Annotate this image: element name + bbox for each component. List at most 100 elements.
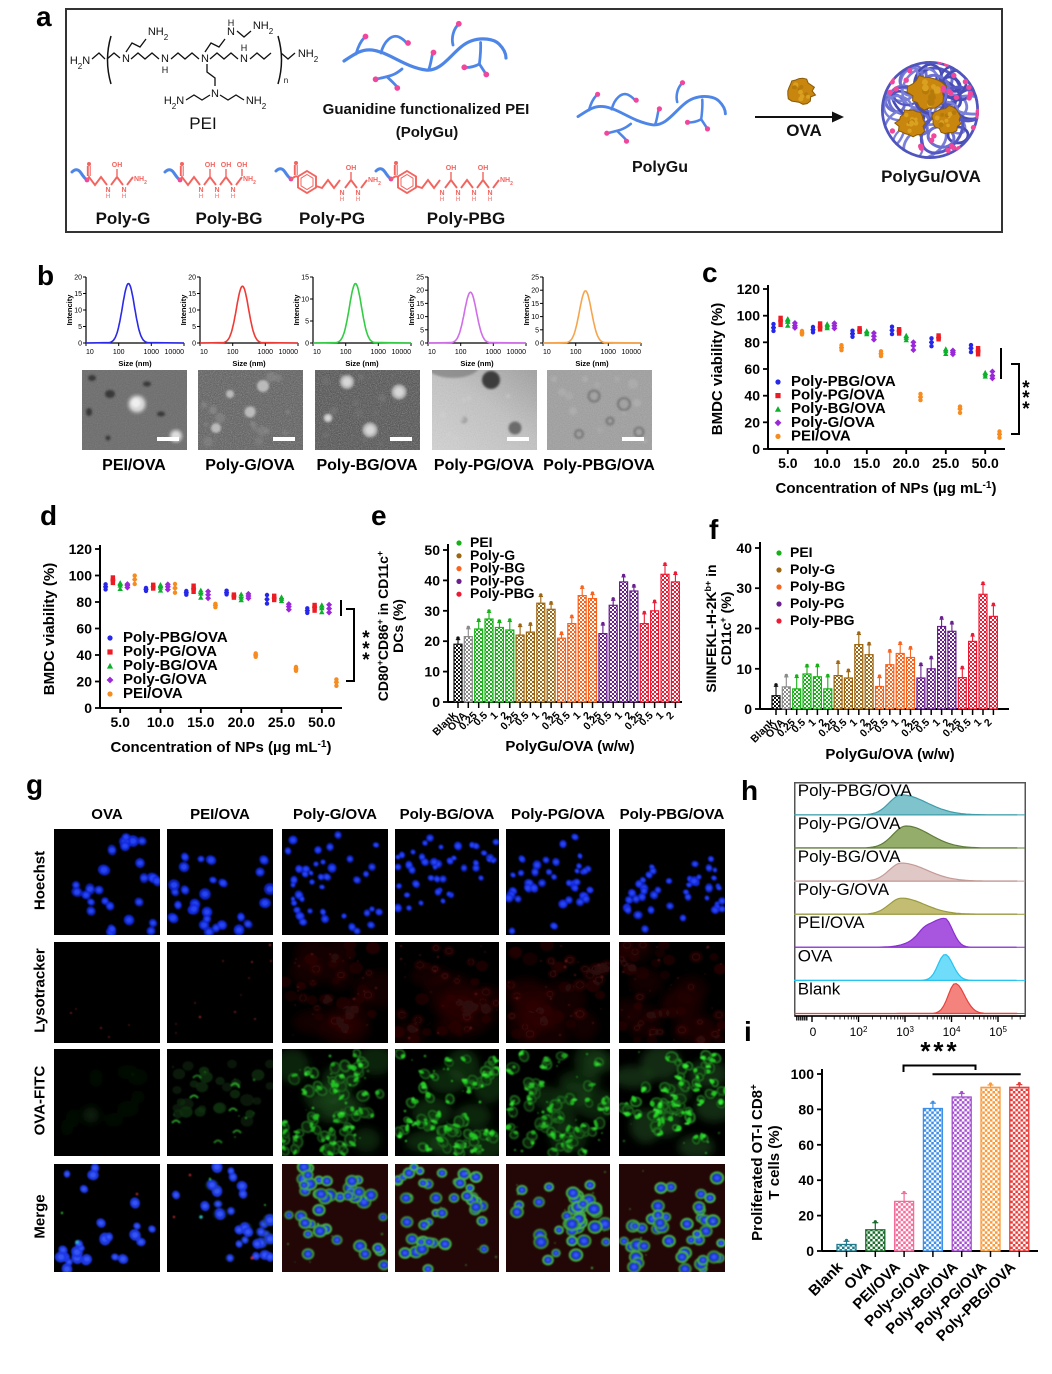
svg-text:Size (nm): Size (nm) — [345, 359, 379, 368]
svg-text:H: H — [356, 197, 360, 203]
svg-text:N: N — [240, 53, 248, 65]
svg-text:Concentration of NPs (µg mL-1): Concentration of NPs (µg mL-1) — [111, 739, 332, 757]
svg-text:PEI: PEI — [189, 114, 216, 133]
svg-text:10: 10 — [416, 314, 424, 321]
svg-text:1: 1 — [847, 717, 860, 730]
svg-text:H: H — [488, 197, 492, 203]
svg-text:20: 20 — [798, 1208, 814, 1224]
svg-text:100: 100 — [340, 349, 352, 356]
svg-text:0.5: 0.5 — [637, 710, 656, 729]
svg-text:40: 40 — [424, 572, 440, 588]
svg-text:25: 25 — [416, 275, 424, 282]
svg-text:N: N — [227, 26, 235, 38]
svg-text:(PolyGu): (PolyGu) — [396, 124, 459, 141]
svg-text:Poly-BG/OVA: Poly-BG/OVA — [791, 400, 886, 417]
svg-text:1000: 1000 — [601, 349, 617, 356]
svg-text:Poly-PG: Poly-PG — [790, 595, 845, 611]
svg-text:100: 100 — [570, 349, 582, 356]
svg-text:60: 60 — [76, 621, 92, 637]
svg-text:Concentration of NPs (µg mL-1): Concentration of NPs (µg mL-1) — [776, 480, 997, 498]
svg-text:10: 10 — [313, 349, 321, 356]
svg-text:1: 1 — [889, 717, 902, 730]
svg-text:100: 100 — [227, 349, 239, 356]
svg-text:1: 1 — [806, 717, 819, 730]
svg-text:20.0: 20.0 — [228, 714, 255, 730]
svg-text:Size (nm): Size (nm) — [232, 359, 266, 368]
svg-text:H: H — [162, 65, 169, 75]
svg-text:H: H — [199, 194, 203, 200]
svg-text:50.0: 50.0 — [308, 714, 335, 730]
svg-text:*: * — [362, 639, 370, 660]
svg-text:H: H — [241, 43, 248, 53]
svg-text:Poly-BG: Poly-BG — [195, 209, 262, 228]
svg-text:10.0: 10.0 — [814, 455, 841, 471]
svg-text:CD80+CD86+ in CD11c+: CD80+CD86+ in CD11c+ — [375, 551, 391, 701]
svg-text:0: 0 — [192, 341, 196, 348]
svg-text:0.5: 0.5 — [596, 710, 615, 729]
svg-text:Size (nm): Size (nm) — [460, 359, 494, 368]
svg-text:SIINFEKL-H-2Kb+ in: SIINFEKL-H-2Kb+ in — [703, 564, 719, 692]
svg-text:Intencity: Intencity — [179, 294, 188, 326]
svg-text:H: H — [215, 194, 219, 200]
svg-text:25.0: 25.0 — [268, 714, 295, 730]
svg-text:100: 100 — [791, 1066, 815, 1082]
svg-text:1000: 1000 — [371, 349, 387, 356]
svg-text:2: 2 — [664, 710, 677, 723]
svg-text:Poly-G: Poly-G — [96, 209, 151, 228]
svg-text:BMDC viability (%): BMDC viability (%) — [709, 303, 726, 436]
svg-text:Poly-G/OVA: Poly-G/OVA — [791, 414, 875, 431]
svg-text:5: 5 — [78, 324, 82, 331]
svg-text:Poly-PG/OVA: Poly-PG/OVA — [123, 643, 217, 660]
svg-text:Poly-BG: Poly-BG — [790, 578, 845, 594]
svg-text:H: H — [106, 194, 110, 200]
svg-text:N: N — [214, 187, 219, 194]
svg-text:10.0: 10.0 — [147, 714, 174, 730]
svg-text:0: 0 — [305, 341, 309, 348]
svg-text:5.0: 5.0 — [778, 455, 798, 471]
svg-text:*: * — [1022, 388, 1030, 409]
svg-text:5: 5 — [305, 319, 309, 326]
svg-text:0.5: 0.5 — [955, 717, 974, 736]
svg-text:20: 20 — [424, 633, 440, 649]
svg-text:1: 1 — [571, 710, 584, 723]
svg-text:20: 20 — [744, 414, 760, 430]
svg-text:Poly-G: Poly-G — [790, 561, 835, 577]
svg-text:N: N — [439, 190, 444, 197]
svg-text:0: 0 — [432, 694, 440, 710]
svg-text:DCs (%): DCs (%) — [390, 599, 406, 653]
svg-text:0: 0 — [810, 1025, 817, 1039]
svg-text:Poly-BG/OVA: Poly-BG/OVA — [798, 847, 901, 866]
svg-text:N: N — [122, 53, 130, 65]
svg-text:0.5: 0.5 — [872, 717, 891, 736]
svg-text:20.0: 20.0 — [893, 455, 920, 471]
svg-text:Guanidine functionalized PEI: Guanidine functionalized PEI — [323, 101, 530, 118]
svg-text:40: 40 — [744, 388, 760, 404]
svg-text:NH2: NH2 — [243, 176, 256, 186]
svg-text:OVA: OVA — [798, 946, 833, 965]
svg-text:*: * — [1022, 399, 1030, 420]
svg-text:NH2: NH2 — [298, 48, 319, 64]
svg-text:10: 10 — [543, 349, 551, 356]
svg-text:15: 15 — [301, 275, 309, 282]
svg-text:PEI: PEI — [470, 534, 493, 550]
svg-text:1000: 1000 — [486, 349, 502, 356]
svg-text:Poly-G/OVA: Poly-G/OVA — [123, 671, 207, 688]
svg-text:20: 20 — [736, 621, 752, 637]
svg-text:10: 10 — [424, 664, 440, 680]
svg-text:5: 5 — [192, 324, 196, 331]
svg-text:10: 10 — [736, 661, 752, 677]
svg-text:Poly-PBG: Poly-PBG — [427, 209, 505, 228]
svg-text:H: H — [231, 194, 235, 200]
svg-text:Blank: Blank — [798, 979, 841, 998]
svg-text:100: 100 — [455, 349, 467, 356]
svg-text:0.5: 0.5 — [914, 717, 933, 736]
svg-text:10: 10 — [301, 297, 309, 304]
svg-text:N: N — [339, 190, 344, 197]
svg-text:50: 50 — [424, 542, 440, 558]
svg-text:OH: OH — [112, 162, 123, 169]
svg-text:15: 15 — [531, 301, 539, 308]
svg-text:NH2: NH2 — [148, 26, 169, 42]
svg-text:1: 1 — [930, 717, 943, 730]
svg-text:OH: OH — [221, 162, 232, 169]
svg-text:40: 40 — [736, 540, 752, 556]
